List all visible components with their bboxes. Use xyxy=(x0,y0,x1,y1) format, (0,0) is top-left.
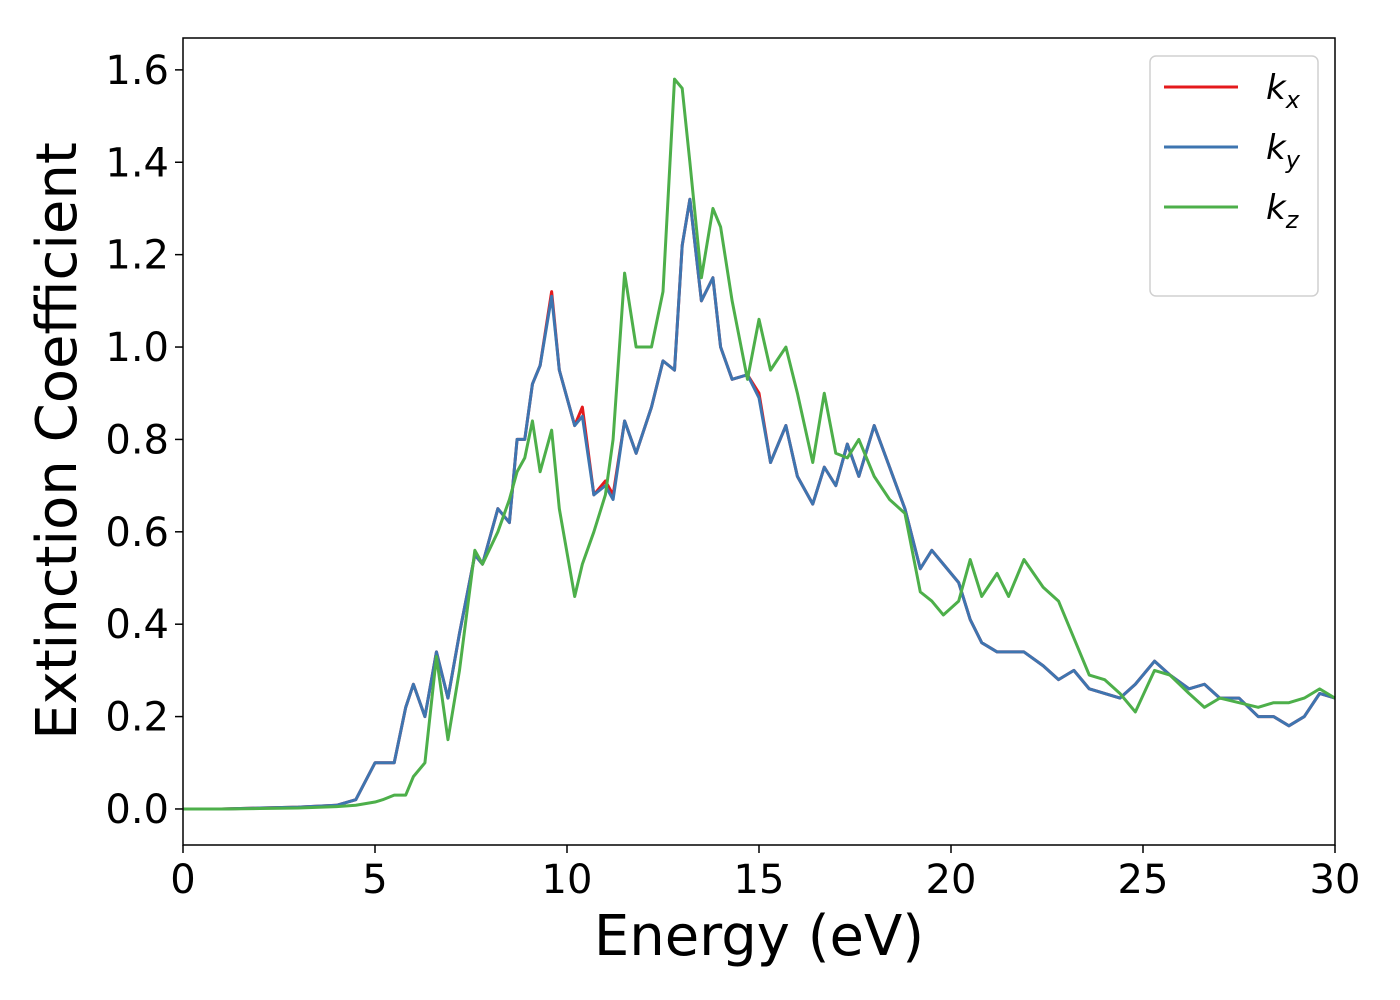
y-tick-label: 1.2 xyxy=(105,233,169,279)
line-series xyxy=(183,77,1336,811)
x-tick-label: 15 xyxy=(734,857,785,903)
y-axis-label: Extinction Coefficient xyxy=(25,142,90,740)
plot-frame xyxy=(182,37,1336,846)
y-tick-label: 0.4 xyxy=(105,602,169,648)
x-axis-label: Energy (eV) xyxy=(594,904,924,969)
legend-label: ky xyxy=(1266,128,1301,174)
y-tick-label: 1.4 xyxy=(105,140,169,186)
legend-box xyxy=(1149,55,1319,297)
y-tick-label: 0.2 xyxy=(105,695,169,741)
x-tick-label: 0 xyxy=(170,857,195,903)
legend-label: kz xyxy=(1266,188,1300,234)
x-tick-label: 30 xyxy=(1310,857,1361,903)
y-tick-label: 0.6 xyxy=(105,510,169,556)
y-tick-label: 1.6 xyxy=(105,48,169,94)
legend-label: kx xyxy=(1266,68,1301,114)
y-tick-label: 0.0 xyxy=(105,787,169,833)
x-tick-label: 5 xyxy=(362,857,387,903)
y-tick-label: 0.8 xyxy=(105,417,169,463)
x-tick-label: 10 xyxy=(542,857,593,903)
y-tick-label: 1.0 xyxy=(105,325,169,371)
line-series xyxy=(183,197,1336,811)
x-tick-label: 25 xyxy=(1118,857,1169,903)
x-tick-label: 20 xyxy=(926,857,977,903)
